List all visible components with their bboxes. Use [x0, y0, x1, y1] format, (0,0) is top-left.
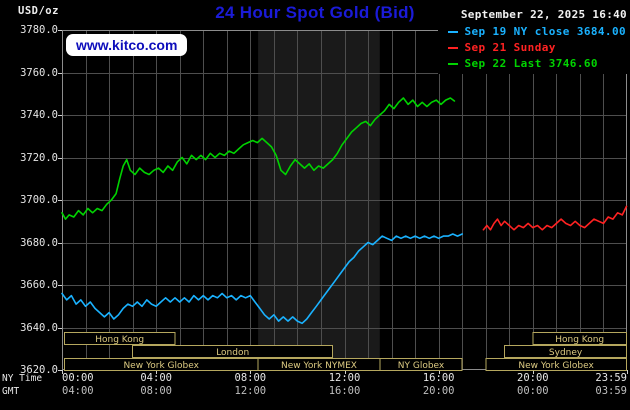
- legend-dash-icon: [448, 62, 459, 65]
- y-axis-tick-label: 3620.0: [20, 364, 58, 376]
- legend-label: Sep 22 Last 3746.60: [464, 57, 598, 70]
- x-axis-gmt-tick-label: 12:00: [234, 385, 267, 397]
- series-line-sep19: [61, 233, 464, 325]
- session-box: [504, 345, 628, 358]
- legend-label: Sep 19 NY close 3684.00: [464, 25, 626, 38]
- x-axis-ny-tick-label: 08:00: [234, 372, 267, 384]
- x-axis-gmt-tick-label: 08:00: [140, 385, 172, 397]
- y-axis-tick-label: 3660.0: [20, 279, 58, 291]
- x-axis-ny-tick-label: 23:59: [595, 372, 627, 384]
- series-line-sep22: [61, 97, 456, 220]
- y-axis-tick-label: 3740.0: [20, 109, 58, 121]
- x-axis-gmt-tick-label: 03:59: [595, 385, 627, 397]
- session-box: [132, 345, 334, 358]
- legend: Sep 19 NY close 3684.00 Sep 21 Sunday Sep …: [438, 23, 628, 74]
- session-box: [532, 332, 627, 345]
- series-line-sep21: [482, 205, 628, 231]
- session-label: Hong Kong: [555, 335, 604, 345]
- x-axis-ny-tick-label: 16:00: [422, 372, 455, 384]
- session-box: [379, 358, 463, 371]
- session-label: NY Globex: [398, 361, 445, 371]
- y-axis-tick-label: 3700.0: [20, 194, 58, 206]
- x-axis-gmt-tick-label: 20:00: [422, 385, 455, 397]
- page-title: 24 Hour Spot Gold (Bid): [215, 3, 415, 22]
- legend-dash-icon: [448, 46, 459, 49]
- y-axis-tick-label: 3760.0: [20, 66, 58, 79]
- session-label: Hong Kong: [95, 335, 144, 345]
- x-axis-gmt-tick-label: 00:00: [517, 385, 549, 397]
- x-axis-ny-tick-label: 00:00: [62, 372, 94, 384]
- y-axis-tick-label: 3640.0: [20, 321, 58, 334]
- legend-dash-icon: [448, 30, 459, 33]
- session-box: [63, 332, 176, 345]
- x-axis-gmt-tick-label: 04:00: [62, 385, 94, 397]
- session-label: Sydney: [549, 348, 583, 358]
- gmt-axis-label: GMT: [2, 386, 20, 397]
- x-axis-ny-tick-label: 20:00: [517, 372, 549, 384]
- session-label: New York NYMEX: [281, 361, 357, 371]
- y-axis-tick-label: 3780.0: [20, 24, 58, 36]
- ny-time-axis-label: NY Time: [2, 373, 43, 384]
- session-box: [485, 358, 628, 371]
- y-axis-tick-label: 3720.0: [20, 151, 58, 164]
- session-label: New York Globex: [123, 361, 199, 371]
- x-axis-gmt-tick-label: 16:00: [328, 385, 361, 397]
- session-label: London: [216, 348, 249, 358]
- x-axis-ny-tick-label: 12:00: [328, 372, 361, 384]
- session-label: New York Globex: [518, 361, 594, 371]
- legend-item: Sep 22 Last 3746.60: [448, 57, 598, 70]
- legend-label: Sep 21 Sunday: [464, 41, 556, 54]
- legend-item: Sep 21 Sunday: [448, 41, 555, 54]
- x-axis-ny-tick-label: 04:00: [140, 372, 172, 384]
- kitco-watermark-link[interactable]: www.kitco.com: [66, 34, 188, 56]
- chart-datetime: September 22, 2025 16:40: [460, 8, 627, 21]
- y-axis-tick-label: 3680.0: [20, 236, 58, 249]
- units-label: USD/oz: [18, 5, 59, 17]
- legend-item: Sep 19 NY close 3684.00: [448, 25, 626, 38]
